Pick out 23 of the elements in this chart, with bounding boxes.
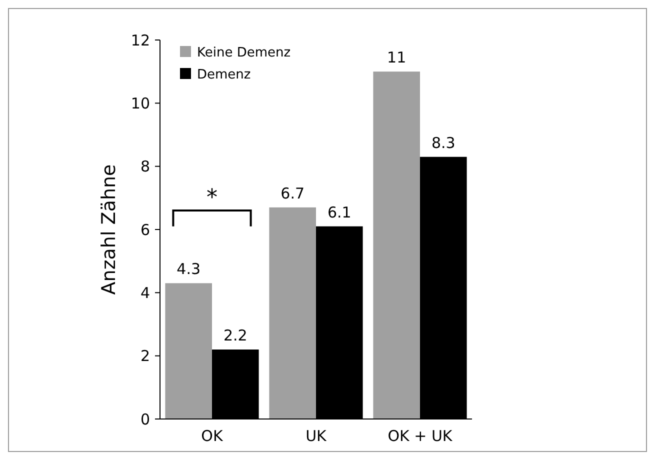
data-label: 4.3 <box>176 260 201 278</box>
x-tick-label: OK <box>201 427 224 445</box>
data-label: 11 <box>387 48 406 67</box>
bar <box>373 72 420 419</box>
y-tick-label: 10 <box>130 94 150 112</box>
y-tick-label: 0 <box>140 410 150 428</box>
y-tick-label: 8 <box>140 158 150 176</box>
data-label: 6.7 <box>280 184 305 202</box>
bar <box>269 207 316 419</box>
bar <box>165 283 212 419</box>
x-tick-label: UK <box>306 427 328 445</box>
y-tick-label: 12 <box>130 31 150 50</box>
y-axis-title: Anzahl Zähne <box>98 164 120 295</box>
legend-label: Keine Demenz <box>197 46 291 61</box>
legend-label: Demenz <box>197 68 251 83</box>
data-label: 8.3 <box>431 134 456 152</box>
y-tick-label: 2 <box>140 347 150 366</box>
annotation: * <box>206 186 218 211</box>
y-tick-label: 6 <box>140 220 150 239</box>
x-tick-label: OK + UK <box>388 427 454 445</box>
y-tick-label: 4 <box>140 284 150 302</box>
data-label: 6.1 <box>327 203 352 222</box>
data-label: 2.2 <box>223 326 248 345</box>
